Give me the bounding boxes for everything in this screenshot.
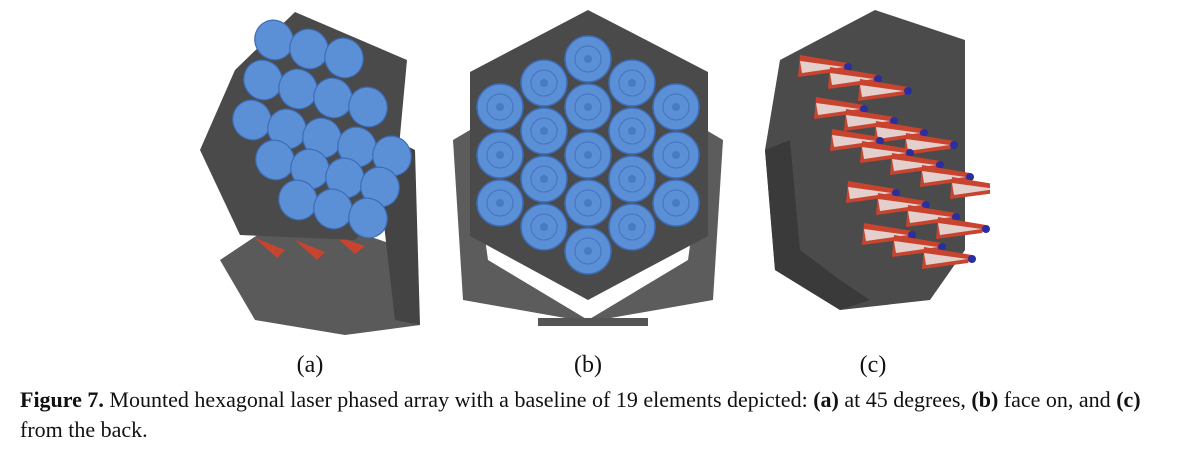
array-45deg-illustration <box>200 12 420 335</box>
lens-element <box>348 86 388 128</box>
lens-element <box>564 227 612 275</box>
lens-element <box>476 131 524 179</box>
horn-element <box>936 217 990 239</box>
lens-element <box>337 126 377 168</box>
lens-element <box>564 35 612 83</box>
figure-panel-b <box>448 0 738 340</box>
horn-array <box>798 55 990 269</box>
subfigure-label-a: (a) <box>296 352 324 378</box>
horn-element <box>904 133 958 155</box>
caption-text-2: at 45 degrees, <box>838 387 972 412</box>
lens-element <box>255 139 295 181</box>
lens-element <box>608 107 656 155</box>
horn-element <box>950 177 990 199</box>
lens-element <box>325 157 365 199</box>
lens-element <box>302 117 342 159</box>
caption-text-4: from the back. <box>20 417 148 442</box>
lens-element <box>243 59 283 101</box>
lens-element <box>360 166 400 208</box>
caption-text-3: face on, and <box>998 387 1117 412</box>
lens-element <box>520 59 568 107</box>
subfigure-label-b: (b) <box>574 352 602 378</box>
lens-element <box>232 99 272 141</box>
lens-element <box>476 179 524 227</box>
array-face-on-illustration <box>453 10 723 326</box>
mount-base <box>220 230 420 335</box>
lens-element <box>652 131 700 179</box>
lens-element <box>564 83 612 131</box>
lens-element <box>290 148 330 190</box>
mount-foot <box>538 318 648 326</box>
lens-element <box>348 197 388 239</box>
caption-text-1: Mounted hexagonal laser phased array wit… <box>103 387 814 412</box>
lens-element <box>652 179 700 227</box>
lens-array <box>476 35 700 275</box>
lens-element <box>289 28 329 70</box>
mount-side <box>765 140 870 310</box>
lens-element <box>564 131 612 179</box>
caption-label: Figure 7. <box>20 387 104 412</box>
lens-element <box>608 203 656 251</box>
lens-element <box>267 108 307 150</box>
lens-element <box>313 188 353 230</box>
horn-element <box>858 79 912 101</box>
lens-element <box>254 19 294 61</box>
caption-tag-c: (c) <box>1116 387 1141 412</box>
figure-panel-a <box>195 0 445 340</box>
lens-element <box>520 155 568 203</box>
lens-array <box>232 19 412 239</box>
lens-element <box>520 203 568 251</box>
lens-element <box>278 179 318 221</box>
lens-element <box>652 83 700 131</box>
lens-element <box>313 77 353 119</box>
lens-element <box>608 155 656 203</box>
lens-element <box>324 37 364 79</box>
horn-row-bottom <box>255 236 365 260</box>
lens-element <box>564 179 612 227</box>
caption-tag-b: (b) <box>971 387 999 412</box>
lens-element <box>476 83 524 131</box>
lens-element <box>372 135 412 177</box>
lens-element <box>520 107 568 155</box>
mount-bracket <box>453 130 723 322</box>
caption-tag-a: (a) <box>813 387 839 412</box>
lens-element <box>278 68 318 110</box>
figure-panel-c <box>760 0 990 340</box>
horn-element <box>922 247 976 269</box>
lens-element <box>608 59 656 107</box>
subfigure-label-c: (c) <box>859 352 887 378</box>
array-back-illustration <box>765 10 990 310</box>
figure-caption: Figure 7. Mounted hexagonal laser phased… <box>20 385 1180 445</box>
